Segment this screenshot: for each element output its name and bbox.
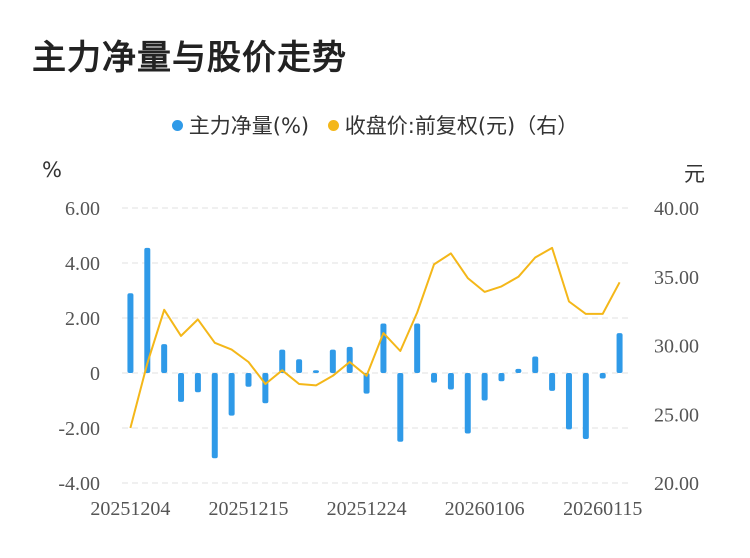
legend-dot-orange-icon: [327, 119, 339, 131]
legend-label-net-volume: 主力净量(%): [188, 114, 310, 138]
chart-title: 主力净量与股价走势: [32, 38, 347, 78]
bar: [144, 247, 151, 373]
right-tick-label: 25.00: [654, 404, 699, 426]
bar: [447, 373, 454, 390]
legend-dot-blue-icon: [171, 119, 183, 131]
bar: [262, 373, 269, 404]
x-tick-label: 20251224: [327, 498, 407, 520]
bar: [194, 373, 201, 393]
right-tick-label: 20.00: [654, 473, 699, 495]
bar: [599, 373, 606, 379]
bar: [565, 373, 572, 430]
x-tick-label: 20251215: [209, 498, 289, 520]
bar: [380, 323, 387, 373]
left-tick-label: 2.00: [65, 308, 100, 330]
bar: [127, 293, 134, 373]
x-tick-label: 20251204: [90, 498, 170, 520]
bar: [329, 349, 336, 373]
legend-label-close-price: 收盘价:前复权(元)（右）: [344, 114, 579, 138]
bar: [279, 349, 286, 373]
legend-item-close-price[interactable]: 收盘价:前复权(元)（右）: [327, 110, 579, 140]
legend-item-net-volume[interactable]: 主力净量(%): [171, 110, 310, 140]
bar: [228, 373, 235, 416]
left-tick-label: 6.00: [65, 198, 100, 220]
right-tick-label: 35.00: [654, 267, 699, 289]
bar: [161, 344, 168, 373]
bar: [616, 333, 623, 373]
bar: [464, 373, 471, 434]
x-tick-label: 20260115: [563, 498, 642, 520]
bar: [582, 373, 589, 439]
bar: [312, 370, 319, 373]
bar: [549, 373, 556, 391]
chart-legend: 主力净量(%) 收盘价:前复权(元)（右）: [0, 110, 750, 140]
bar: [481, 373, 488, 401]
bar: [245, 373, 252, 387]
bar: [178, 373, 185, 402]
x-tick-label: 20260106: [445, 498, 525, 520]
bar: [211, 373, 218, 459]
right-tick-label: 30.00: [654, 336, 699, 358]
bar: [515, 368, 522, 373]
left-tick-label: -4.00: [58, 473, 100, 495]
bar: [296, 359, 303, 373]
left-tick-label: 0: [90, 363, 100, 385]
bar: [498, 373, 505, 382]
right-axis-unit: 元: [684, 162, 705, 186]
left-tick-label: 4.00: [65, 253, 100, 275]
bar: [414, 323, 421, 373]
left-axis-unit: %: [42, 158, 62, 182]
left-tick-label: -2.00: [58, 418, 100, 440]
bar: [363, 373, 370, 394]
price-line: [129, 246, 621, 429]
right-tick-label: 40.00: [654, 198, 699, 220]
bar: [346, 346, 353, 373]
bar: [397, 373, 404, 442]
bar: [532, 356, 539, 373]
bar: [431, 373, 438, 383]
